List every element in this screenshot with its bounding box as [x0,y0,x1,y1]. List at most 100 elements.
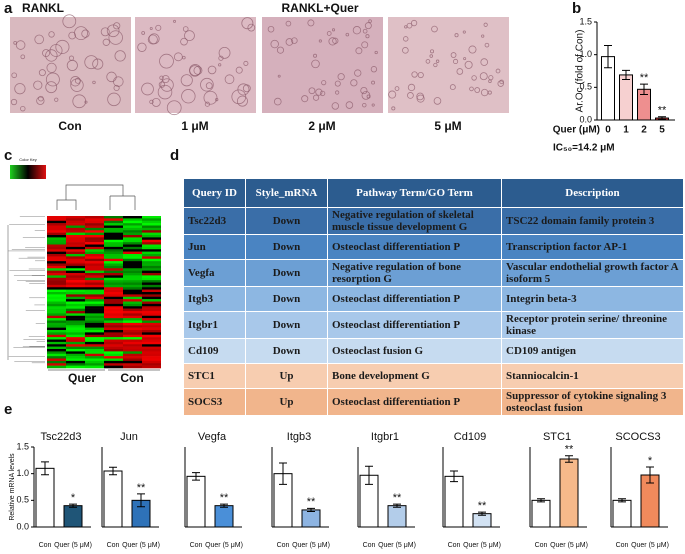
heatmap-cell [104,353,123,357]
panel-label: a [4,0,13,17]
cell-blob [189,65,201,77]
cell-blob [149,99,154,105]
cell-blob [62,14,77,29]
heatmap-cell [142,341,161,345]
heatmap-cell [85,280,104,283]
heatmap-cell [85,244,104,248]
cell-blob [235,66,243,74]
heatmap-cell [66,339,85,343]
heatmap-cell [123,292,142,295]
heatmap-cell [142,327,161,331]
cell-blob [205,82,213,90]
heatmap-cell [66,356,85,359]
heatmap-cell [104,344,123,347]
cell-blob [487,90,492,95]
heatmap-cell [123,315,142,319]
heatmap-cell [142,268,161,271]
heatmap-cell [47,292,66,295]
heatmap-cell [66,237,85,241]
x-tick-label: Con [535,542,548,549]
heatmap-cell [142,292,161,295]
cell-blob [430,49,435,54]
table-cell: Down [245,259,328,287]
heatmap-cell [47,268,66,271]
heatmap-cell [47,270,66,274]
significance: ** [137,482,146,494]
y-tick-label: 1.0 [16,468,29,478]
heatmap-cell [66,220,85,224]
cell-blob [267,25,275,33]
cell-blob [371,80,375,85]
cell-blob [147,34,158,45]
heatmap-cell [104,258,123,262]
cell-blob [313,53,318,58]
heatmap-cell [47,220,66,224]
heatmap-cell [123,365,142,369]
cell-blob [182,26,189,32]
cell-blob [114,50,126,62]
heatmap-cell [104,227,123,231]
cell-blob [497,80,504,87]
heatmap-cell [104,303,123,307]
heatmap-cell [47,311,66,314]
heatmap-cell [47,223,66,226]
cell-blob [141,31,146,35]
heatmap-cell [47,363,66,366]
heatmap-cell [123,232,142,236]
heatmap-cell [85,303,104,307]
cell-blob [218,46,231,59]
heatmap-cell [66,337,85,340]
table-row: Itgb3 Down Osteoclast differentiation P Int… [183,286,684,312]
heatmap-cell [85,218,104,222]
heatmap-cell [47,258,66,262]
heatmap-cell [123,246,142,250]
table-cell: Tsc22d3 [183,207,246,235]
heatmap-cell [104,349,123,352]
heatmap-cell [104,287,123,290]
table-cell: Integrin beta-3 [501,286,684,312]
bar [63,505,83,528]
heatmap-cell [123,320,142,324]
heatmap-cell [142,263,161,267]
heatmap-cell [47,235,66,238]
cell-blob [454,33,459,38]
heatmap-cell [142,280,161,283]
heatmap-cell [142,344,161,347]
cell-blob [388,90,397,99]
heatmap-cell [85,232,104,236]
cell-blob [173,19,176,23]
heatmap-cell [85,356,104,359]
heatmap-cell [47,251,66,255]
heatmap-cell [85,237,104,241]
heatmap-cell [47,337,66,340]
cell-blob [364,22,372,30]
error-bar [365,465,373,485]
error-bar [307,507,315,513]
cell-blob [402,47,409,54]
micrograph [135,17,256,113]
x-tick-label: 2 [641,125,647,136]
heatmap-cell [104,322,123,326]
heatmap-cell [47,263,66,267]
cell-blob [166,100,182,116]
cell-blob [335,90,340,95]
heatmap-cell [142,358,161,362]
heatmap-cell [47,318,66,321]
heatmap-cell [123,353,142,357]
cell-blob [158,81,166,88]
table-cell: Itgbr1 [183,311,246,339]
heatmap-cell [66,344,85,347]
cell-blob [449,84,456,91]
heatmap-cell [123,341,142,345]
error-bar [109,466,117,476]
significance: ** [640,72,649,84]
heatmap-cell [142,306,161,309]
heatmap-cell [123,308,142,312]
heatmap-cell [142,301,161,305]
heatmap-cell [142,315,161,319]
cell-blob [270,39,279,49]
table-cell: Osteoclast differentiation P [327,388,502,416]
cell-blob [34,34,44,45]
cell-blob [20,105,26,112]
